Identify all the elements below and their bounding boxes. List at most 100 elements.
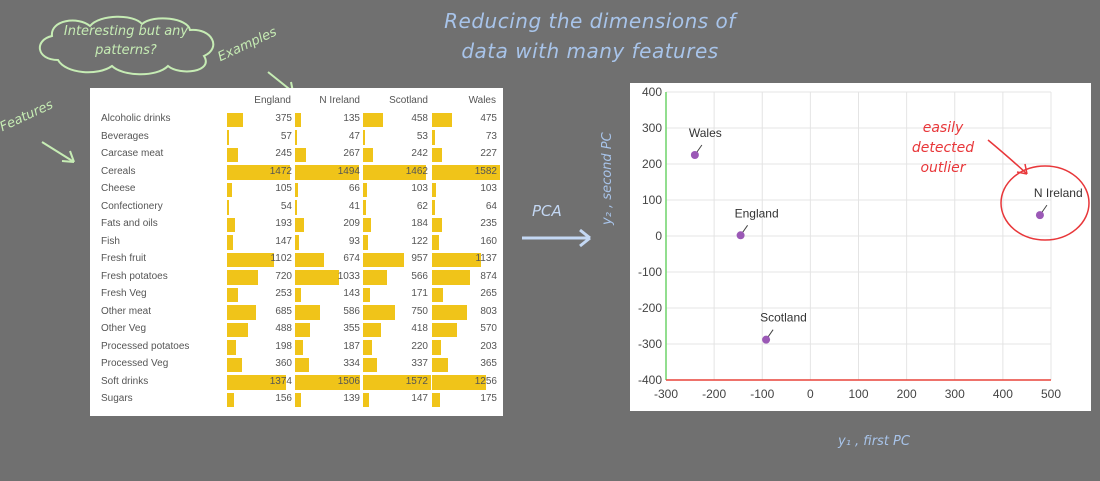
table-cell: 242 [363, 146, 431, 164]
y-tick-label: 100 [642, 193, 662, 207]
cell-value: 53 [416, 130, 428, 142]
row-label: Processed potatoes [101, 340, 190, 352]
cell-value: 685 [275, 305, 292, 317]
value-bar [295, 322, 311, 337]
outlier-note-line3: outlier [920, 160, 966, 176]
table-row: Fresh Veg 253 143 171 265 [90, 286, 503, 304]
point-label: Scotland [760, 311, 807, 325]
table-row: Fresh fruit 1102 674 957 1137 [90, 251, 503, 269]
cell-value: 570 [480, 323, 497, 334]
value-bar [227, 130, 230, 145]
cell-value: 103 [411, 183, 428, 194]
table-cell: 209 [295, 216, 363, 234]
cell-value: 1033 [337, 270, 360, 282]
value-bar [295, 357, 310, 372]
table-cell: 750 [363, 304, 431, 322]
cell-value: 122 [411, 235, 428, 247]
cell-value: 57 [280, 130, 292, 142]
cell-value: 1102 [270, 253, 292, 264]
value-bar [363, 287, 371, 302]
value-bar [295, 130, 298, 145]
value-bar [432, 130, 436, 145]
outlier-arrow-icon [987, 139, 1028, 175]
table-column-header: N Ireland [319, 95, 360, 106]
x-tick-label: 200 [897, 387, 917, 401]
value-bar [363, 375, 431, 390]
cell-value: 334 [343, 358, 360, 369]
y-tick-label: 0 [655, 229, 662, 243]
table-cell: 365 [432, 356, 500, 374]
cell-value: 355 [343, 323, 360, 334]
cell-value: 253 [275, 288, 292, 299]
value-bar [432, 392, 440, 407]
row-label: Processed Veg [101, 358, 169, 369]
cell-value: 418 [411, 323, 428, 334]
x-tick-label: 400 [993, 387, 1013, 401]
cell-value: 1494 [337, 165, 360, 177]
table-cell: 245 [227, 146, 295, 164]
table-cell: 570 [432, 321, 500, 339]
slide-title: Reducing the dimensions of data with man… [400, 6, 780, 66]
table-row: Cereals 1472 1494 1462 1582 [90, 164, 503, 182]
value-bar [432, 235, 439, 250]
value-bar [227, 217, 236, 232]
cell-value: 184 [411, 218, 428, 229]
cell-value: 586 [343, 305, 360, 317]
point-label: Wales [689, 126, 722, 140]
value-bar [295, 270, 340, 285]
value-bar [295, 165, 360, 180]
table-cell: 105 [227, 181, 295, 199]
value-bar [227, 357, 243, 372]
table-cell: 53 [363, 129, 431, 147]
cell-value: 365 [480, 358, 497, 369]
table-cell: 235 [432, 216, 500, 234]
value-bar [295, 235, 299, 250]
x-axis-title: y₁ , first PC [838, 434, 910, 449]
table-cell: 874 [432, 269, 500, 287]
cell-value: 1374 [269, 375, 292, 387]
value-bar [432, 147, 442, 162]
value-bar [227, 112, 244, 127]
value-bar [363, 340, 373, 355]
table-cell: 93 [295, 234, 363, 252]
x-tick-label: -300 [654, 387, 678, 401]
y-tick-label: 300 [642, 121, 662, 135]
cell-value: 227 [480, 148, 497, 159]
value-bar [295, 287, 302, 302]
data-point [736, 231, 745, 240]
table-cell: 66 [295, 181, 363, 199]
x-tick-label: -200 [702, 387, 726, 401]
x-tick-label: 100 [848, 387, 868, 401]
cell-value: 143 [343, 288, 360, 299]
table-cell: 160 [432, 234, 500, 252]
cell-value: 1462 [405, 165, 428, 177]
cell-value: 458 [411, 113, 428, 124]
value-bar [227, 235, 234, 250]
cell-value: 54 [280, 200, 292, 212]
table-row: Cheese 105 66 103 103 [90, 181, 503, 199]
table-cell: 1494 [295, 164, 363, 182]
table-cell: 198 [227, 339, 295, 357]
cell-value: 874 [480, 270, 497, 282]
value-bar [432, 165, 500, 180]
cell-value: 265 [480, 288, 497, 299]
cell-value: 103 [480, 183, 497, 194]
row-label: Sugars [101, 393, 133, 404]
table-cell: 1572 [363, 374, 431, 392]
table-column-header: England [254, 95, 291, 106]
table-cell: 803 [432, 304, 500, 322]
cell-value: 267 [343, 148, 360, 159]
table-cell: 957 [363, 251, 431, 269]
data-point [690, 151, 699, 159]
table-cell: 360 [227, 356, 295, 374]
table-row: Alcoholic drinks 375 135 458 475 [90, 111, 503, 129]
table-cell: 73 [432, 129, 500, 147]
row-label: Carcase meat [101, 148, 164, 159]
food-data-table: England N Ireland Scotland Wales Alcoholic d… [90, 88, 503, 416]
table-row: Processed potatoes 198 187 220 203 [90, 339, 503, 357]
table-cell: 1033 [295, 269, 363, 287]
value-bar [295, 340, 304, 355]
cloud-note: Interesting but any patterns? [46, 22, 206, 60]
table-cell: 375 [227, 111, 295, 129]
cloud-note-line2: patterns? [95, 43, 157, 58]
